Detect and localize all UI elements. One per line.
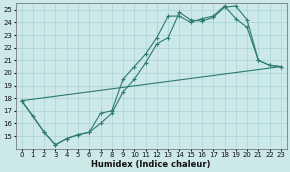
X-axis label: Humidex (Indice chaleur): Humidex (Indice chaleur) bbox=[91, 159, 211, 169]
